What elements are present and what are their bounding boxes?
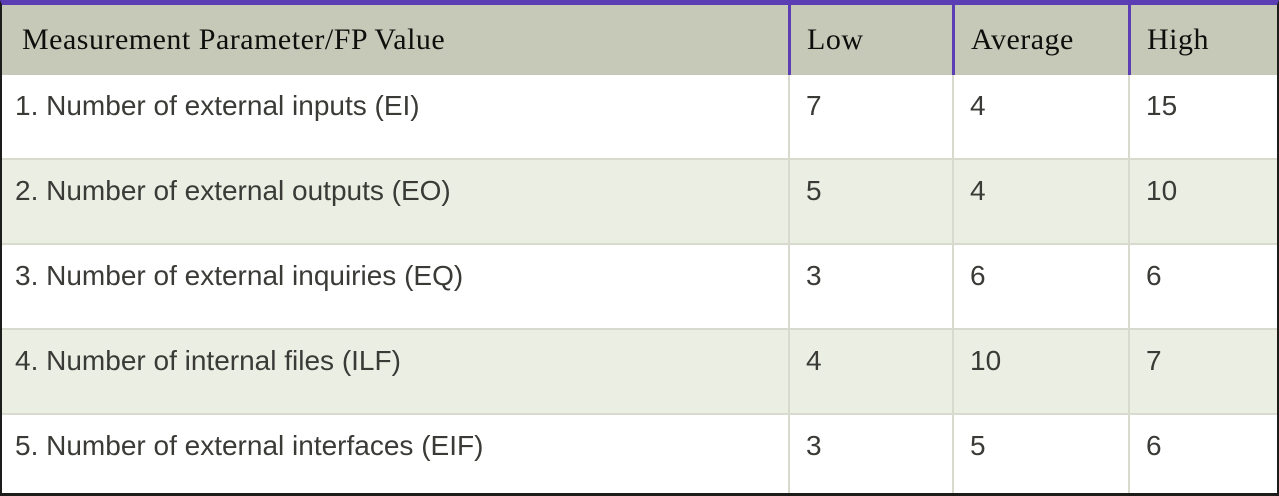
table-row: 1. Number of external inputs (EI) 7 4 15 [2,75,1277,158]
row-high-value: 7 [1128,330,1277,413]
row-low-value: 7 [788,75,952,158]
column-header-average: Average [952,5,1128,75]
row-low-value: 5 [788,160,952,243]
column-header-high: High [1128,5,1277,75]
table-header-row: Measurement Parameter/FP Value Low Avera… [2,5,1277,75]
row-average-value: 4 [952,75,1128,158]
table-row: 2. Number of external outputs (EO) 5 4 1… [2,158,1277,243]
row-parameter-label: 3. Number of external inquiries (EQ) [15,260,464,291]
table-row: 5. Number of external interfaces (EIF) 3… [2,413,1277,493]
table-row: 3. Number of external inquiries (EQ) 3 6… [2,243,1277,328]
row-high-value: 15 [1128,75,1277,158]
row-high-value: 6 [1128,415,1277,493]
row-average-value: 4 [952,160,1128,243]
row-low-value: 3 [788,245,952,328]
table-row: 4. Number of internal files (ILF) 4 10 7 [2,328,1277,413]
column-header-low: Low [788,5,952,75]
column-header-parameter: Measurement Parameter/FP Value [22,23,446,56]
row-low-value: 4 [788,330,952,413]
row-average-value: 6 [952,245,1128,328]
row-parameter-label: 5. Number of external interfaces (EIF) [15,430,484,461]
row-high-value: 10 [1128,160,1277,243]
row-high-value: 6 [1128,245,1277,328]
row-parameter-label: 1. Number of external inputs (EI) [15,90,420,121]
row-parameter-label: 4. Number of internal files (ILF) [15,345,401,376]
row-low-value: 3 [788,415,952,493]
row-parameter-label: 2. Number of external outputs (EO) [15,175,451,206]
row-average-value: 5 [952,415,1128,493]
row-average-value: 10 [952,330,1128,413]
